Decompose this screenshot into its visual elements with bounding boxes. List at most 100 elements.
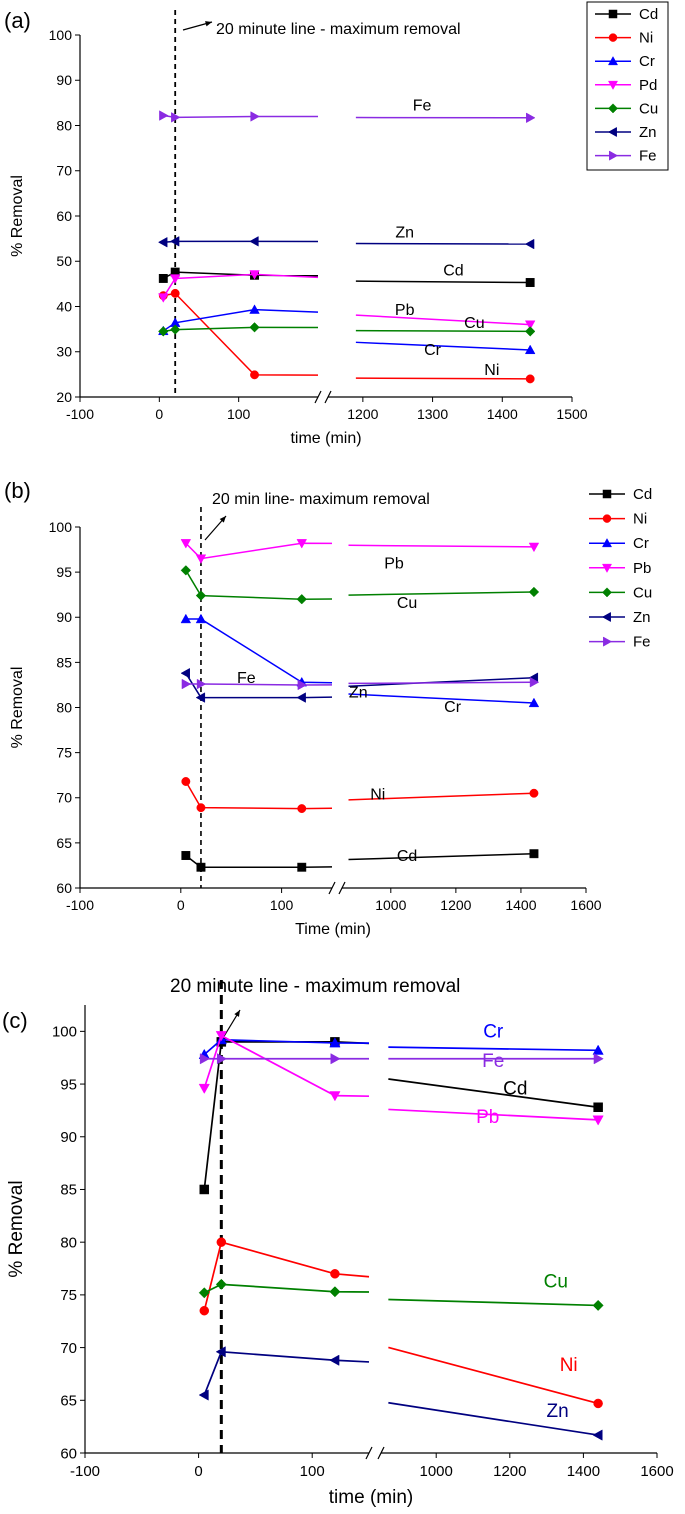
data-point-marker [170,288,180,298]
data-point-marker [592,1115,604,1126]
data-point-marker [249,270,260,280]
y-tick-label: 95 [60,1076,77,1093]
y-tick-label: 80 [60,1234,77,1251]
y-tick-label: 70 [60,1340,77,1357]
legend-marker [607,56,619,66]
axis-break-mark [377,1446,385,1460]
data-point-marker [592,1429,603,1441]
series-line-right [388,1108,599,1121]
y-tick-label: 100 [49,519,73,535]
series-label: Pb [384,556,404,573]
y-tick-label: 85 [60,1182,77,1199]
series-pb [198,1031,604,1126]
data-point-marker [158,326,169,337]
x-tick-label: 1600 [640,1463,673,1480]
x-tick-label: 1400 [487,406,518,422]
y-tick-label: 65 [60,1393,77,1410]
legend-label: Cr [633,535,649,552]
y-tick-label: 70 [56,163,72,179]
legend-label: Pb [633,560,651,577]
series-line-left [185,542,333,560]
data-point-marker [297,804,307,814]
data-point-marker [528,697,540,708]
x-tick-label: 100 [300,1463,325,1480]
data-point-marker [329,1091,341,1102]
data-point-marker [524,320,536,330]
data-point-marker [528,586,540,598]
x-tick-label: 1400 [505,897,536,913]
data-point-marker [159,110,169,121]
data-point-marker [199,1184,210,1195]
data-point-marker [195,692,206,703]
legend-label: Cd [639,6,658,23]
data-point-marker [198,1083,210,1094]
series-line-left [162,273,319,298]
legend-marker [602,489,612,499]
series-ni [181,777,539,814]
series-cu [158,322,536,337]
y-tick-label: 60 [56,880,72,896]
series-line-right [355,377,531,380]
y-tick-label: 60 [56,208,72,224]
series-line-right [348,591,534,596]
x-tick-label: -100 [66,897,94,913]
data-point-marker [196,678,207,690]
series-label: Ni [484,362,499,379]
legend-label: Cu [633,584,652,601]
data-point-marker [215,1346,226,1358]
data-point-marker [249,322,260,333]
data-point-marker [329,1286,341,1298]
y-tick-label: 95 [56,564,72,580]
legend-marker [602,587,612,598]
legend-marker [609,150,619,161]
data-point-marker [171,112,181,123]
x-tick-label: 0 [177,897,185,913]
panel-label: (a) [4,8,31,33]
legend-label: Cu [639,100,658,117]
series-ni [199,1237,603,1409]
data-point-marker [296,692,306,703]
annotation-text: 20 min line- maximum removal [212,491,430,508]
series-label: Zn [395,225,414,242]
x-axis-title: time (min) [290,430,361,447]
series-line-left [163,114,319,119]
data-point-marker [296,539,308,549]
series-line-left [185,854,333,868]
x-tick-label: -100 [70,1463,100,1480]
legend-label: Cr [639,53,655,70]
y-tick-label: 75 [56,745,72,761]
data-point-marker [529,676,540,688]
x-tick-label: 100 [227,406,251,422]
data-point-marker [181,777,191,786]
legend-marker [601,563,613,573]
data-point-marker [249,304,260,314]
data-point-marker [181,851,191,860]
series-zn [198,1346,603,1441]
data-point-marker [250,111,260,122]
series-zn [157,236,535,250]
series-fe [199,1053,604,1065]
data-point-marker [592,1299,604,1311]
y-tick-label: 50 [56,253,72,269]
data-point-marker [198,1287,210,1299]
data-point-marker [180,667,190,679]
panel-b: (b) 60 65 70 75 80 85 90 95 100 -100 0 100 1000 1200 14… [4,478,681,938]
data-point-marker [169,236,180,247]
series-line-left [185,672,333,699]
series-line-right [355,341,531,351]
series-label: Fe [413,98,432,115]
series-line-left [162,308,319,332]
legend-marker [608,9,618,19]
series-label: Zn [547,1401,569,1422]
series-label: Cu [397,595,417,612]
data-point-marker [524,326,536,337]
data-point-marker [524,344,536,355]
data-point-marker [593,1102,603,1112]
annotation-arrow-head [219,516,226,523]
series-label: Cu [544,1272,568,1293]
y-tick-label: 100 [49,27,73,43]
data-point-marker [196,803,206,813]
series-label: Cr [444,699,462,716]
x-tick-label: 0 [155,406,163,422]
legend-label: Zn [633,609,651,626]
